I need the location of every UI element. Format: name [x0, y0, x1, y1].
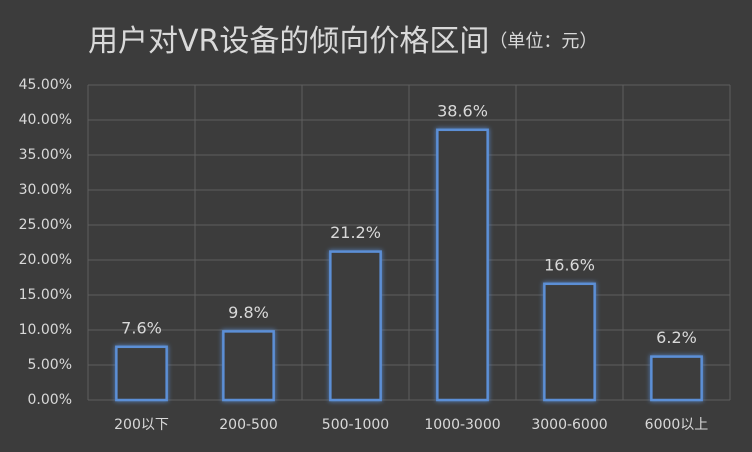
- y-tick-label: 45.00%: [19, 77, 72, 93]
- y-tick-label: 5.00%: [28, 357, 72, 373]
- value-label: 6.2%: [656, 328, 697, 347]
- x-tick-label: 200以下: [114, 417, 169, 433]
- bar: [650, 355, 703, 402]
- chart-title: 用户对VR设备的倾向价格区间（单位：元）: [88, 24, 597, 59]
- y-tick-label: 20.00%: [19, 252, 72, 268]
- bar: [329, 250, 382, 402]
- y-tick-label: 40.00%: [19, 112, 72, 128]
- value-label: 38.6%: [437, 101, 488, 120]
- x-tick-label: 6000以上: [645, 417, 709, 433]
- value-label: 7.6%: [121, 318, 162, 337]
- title-main: 用户对VR设备的倾向价格区间: [88, 24, 489, 59]
- x-tick-label: 3000-6000: [531, 417, 607, 433]
- value-label: 9.8%: [228, 303, 269, 322]
- y-tick-label: 0.00%: [28, 392, 72, 408]
- value-label: 21.2%: [330, 223, 381, 242]
- y-tick-label: 35.00%: [19, 147, 72, 163]
- x-tick-label: 200-500: [219, 417, 278, 433]
- x-tick-label: 500-1000: [322, 417, 389, 433]
- y-tick-label: 15.00%: [19, 287, 72, 303]
- bar: [222, 330, 275, 402]
- bar: [115, 345, 168, 402]
- y-tick-label: 30.00%: [19, 182, 72, 198]
- title-unit: （单位：元）: [489, 31, 597, 52]
- bar: [543, 282, 596, 402]
- y-tick-label: 10.00%: [19, 322, 72, 338]
- x-tick-label: 1000-3000: [424, 417, 500, 433]
- value-label: 16.6%: [544, 255, 595, 274]
- bar: [436, 128, 489, 402]
- y-tick-label: 25.00%: [19, 217, 72, 233]
